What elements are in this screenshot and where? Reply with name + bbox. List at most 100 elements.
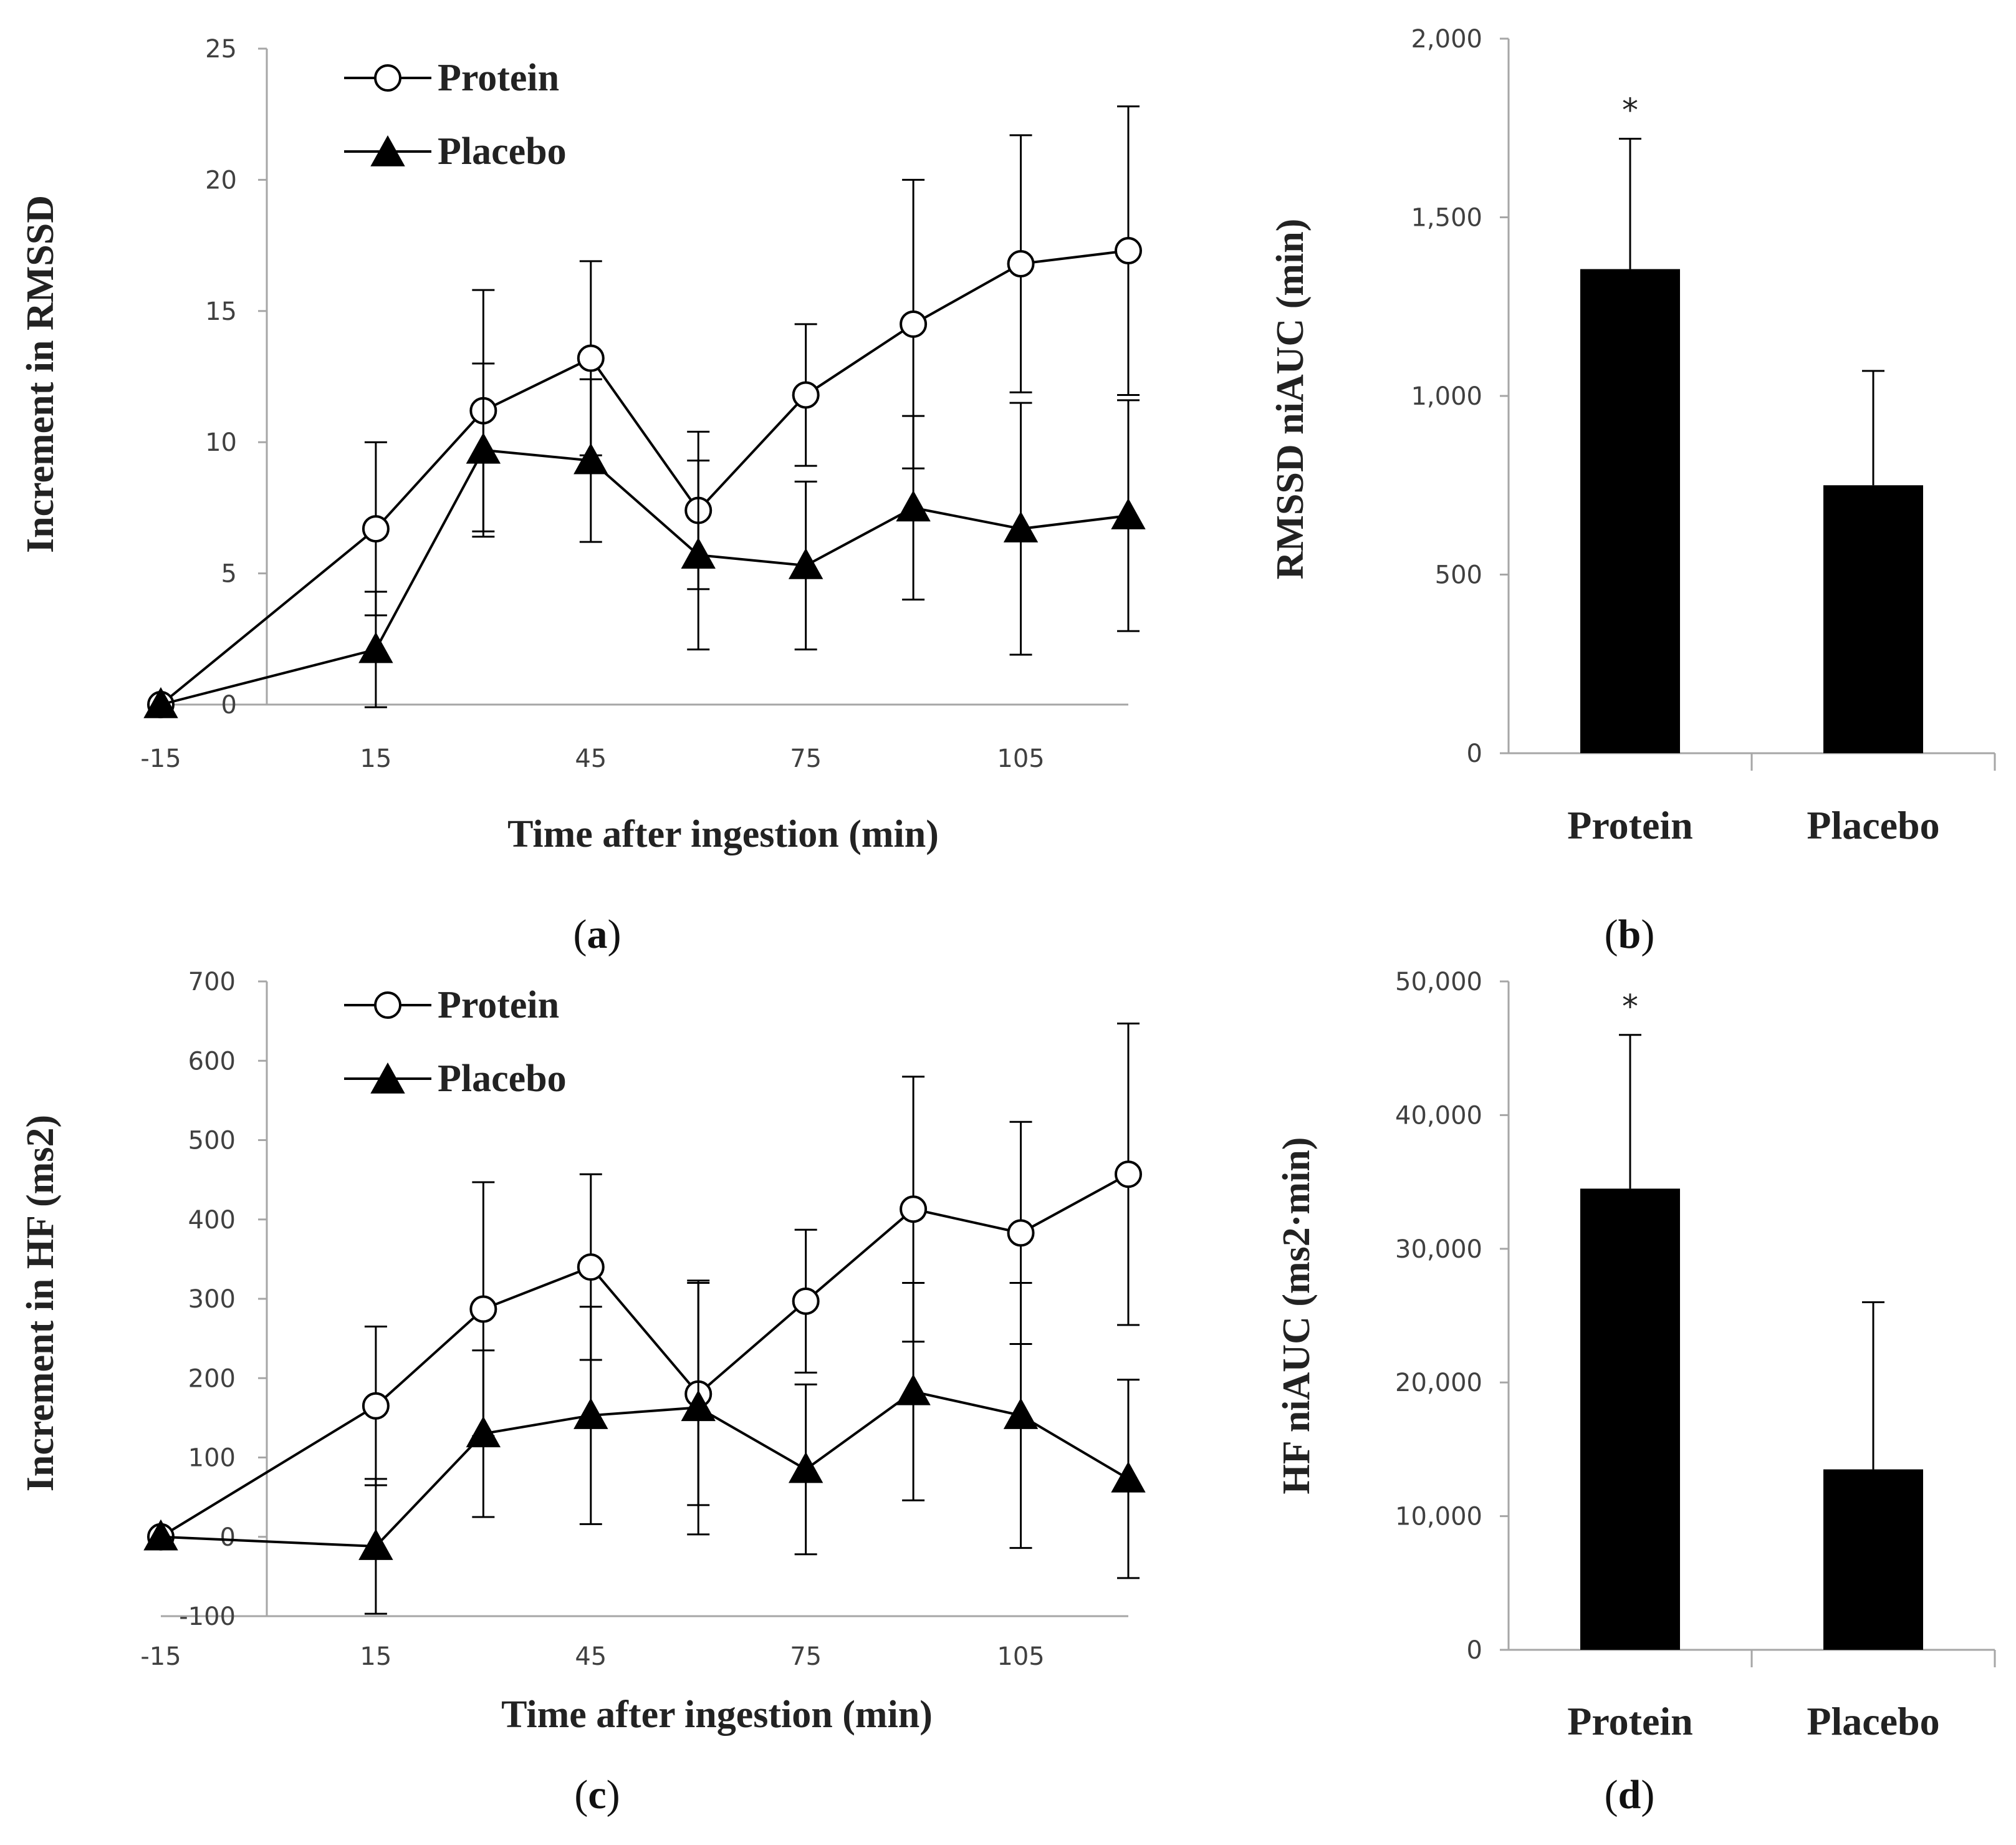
y-axis-title: Increment in HF (ms2) [19,1115,62,1491]
y-tick-label: 2,000 [1411,25,1482,54]
line-chart-c: -100 0 100 200 300 400 500 600 700 -15 15 45 75 105 Ti… [19,968,1146,1736]
y-tick-label: 200 [188,1364,236,1393]
panel-label-d: (d) [1605,1772,1655,1818]
panel-label-c: (c) [574,1772,620,1818]
panel-label-a: (a) [574,912,622,957]
bar-placebo [1823,1469,1923,1650]
legend-entry: Placebo [344,1057,567,1100]
y-tick-label: 25 [205,35,237,64]
legend-entry: Protein [344,57,559,99]
data-point [577,1253,605,1281]
series-line [160,1390,1130,1548]
data-point [1111,1461,1146,1493]
data-point [900,1195,928,1223]
series-protein [147,1022,1142,1551]
category-label: Protein [1567,1699,1692,1743]
line-chart-a: 0 5 10 15 20 25 -15 15 45 75 105 Time after ingesti… [19,35,1146,855]
y-axis-title: HF niAUC (ms2·min) [1275,1137,1318,1495]
legend-label: Protein [438,57,559,99]
series-line [160,448,1129,706]
y-tick-label: 500 [1435,561,1482,590]
y-tick-label: 0 [220,1523,236,1552]
y-tick-label: 20 [205,166,237,195]
x-tick-label: 15 [360,744,391,773]
data-point [1111,498,1146,529]
x-tick-label: 45 [575,744,607,773]
legend-marker [370,135,405,166]
legend-label: Placebo [438,130,567,173]
y-tick-label: 100 [188,1444,236,1473]
y-tick-label: 15 [205,297,237,326]
data-point [788,1452,823,1483]
x-tick-label: 45 [575,1642,607,1671]
data-point [896,1374,931,1405]
bar-protein [1580,269,1680,754]
y-tick-label: -100 [179,1602,236,1631]
x-tick-label: -15 [140,1642,181,1671]
data-point [1003,511,1039,542]
data-point [1115,237,1142,265]
data-point [788,547,823,579]
data-point [143,1519,178,1551]
data-point [574,1397,608,1429]
y-tick-label: 300 [188,1285,236,1314]
significance-marker: * [1622,988,1638,1026]
y-tick-label: 400 [188,1206,236,1235]
x-tick-label: 75 [790,1642,822,1671]
y-tick-label: 50,000 [1395,968,1482,996]
y-tick-label: 0 [221,691,237,720]
data-point [466,1416,501,1448]
data-point [574,443,608,474]
bar-placebo [1823,485,1923,753]
data-point [1003,1397,1039,1429]
data-point [466,432,501,464]
bar-chart-d: 0 10,000 20,000 30,000 40,000 50,000 Protein * P… [1275,968,1996,1743]
series-line [160,1173,1129,1538]
data-point [1115,1160,1142,1188]
series-line [160,249,1129,706]
series-protein [147,105,1142,718]
y-tick-label: 1,000 [1411,382,1482,411]
category-label: Placebo [1807,803,1939,847]
series-placebo [143,1279,1146,1615]
x-tick-label: 75 [790,744,822,773]
x-tick-label: 15 [360,1642,391,1671]
legend-marker [374,64,401,92]
data-point [681,537,716,569]
data-point [792,381,820,409]
y-tick-label: 30,000 [1395,1235,1482,1264]
y-tick-label: 5 [221,560,237,589]
y-tick-label: 10 [205,428,237,457]
y-axis-title: RMSSD niAUC (min) [1269,219,1312,580]
data-point [362,1392,390,1420]
data-point [1007,1219,1035,1247]
y-tick-label: 0 [1467,739,1482,768]
y-tick-label: 700 [188,968,236,996]
x-axis-title: Time after ingestion (min) [501,1693,933,1736]
legend-label: Placebo [438,1057,567,1100]
x-tick-label: -15 [140,744,181,773]
data-point [469,1295,497,1323]
category-label: Protein [1567,803,1692,847]
bar-protein [1580,1188,1680,1650]
legend-marker [370,1062,405,1094]
x-axis-title: Time after ingestion (min) [507,813,939,855]
significance-marker: * [1622,92,1638,129]
y-tick-label: 0 [1467,1636,1482,1665]
data-point [362,515,390,543]
data-point [792,1287,820,1315]
x-tick-label: 105 [997,744,1044,773]
data-point [681,1390,716,1422]
panel-label-b: (b) [1605,912,1655,957]
y-tick-label: 500 [188,1127,236,1155]
data-point [900,310,928,338]
data-point [358,632,393,663]
data-point [1007,250,1035,278]
category-label: Placebo [1807,1699,1939,1743]
y-tick-label: 10,000 [1395,1503,1482,1531]
y-tick-label: 1,500 [1411,204,1482,233]
data-point [577,344,605,372]
x-tick-label: 105 [997,1642,1044,1671]
y-tick-label: 20,000 [1395,1369,1482,1397]
